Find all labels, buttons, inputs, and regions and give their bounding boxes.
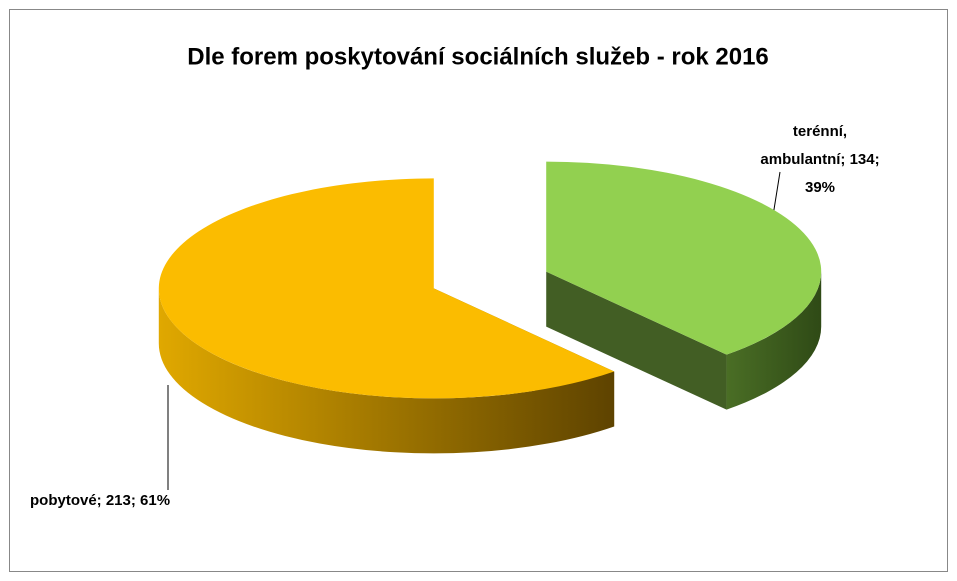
slice-side [158, 288, 615, 454]
data-label: pobytové; 213; 61% [30, 492, 170, 509]
slice [158, 178, 615, 399]
data-label: 39% [805, 179, 835, 196]
data-label: terénní, [793, 123, 847, 140]
slice-side [726, 271, 822, 410]
data-label: ambulantní; 134; [760, 151, 879, 168]
slice-wall [546, 271, 727, 410]
chart-title: Dle forem poskytování sociálních služeb … [187, 43, 769, 70]
slice [546, 161, 822, 355]
